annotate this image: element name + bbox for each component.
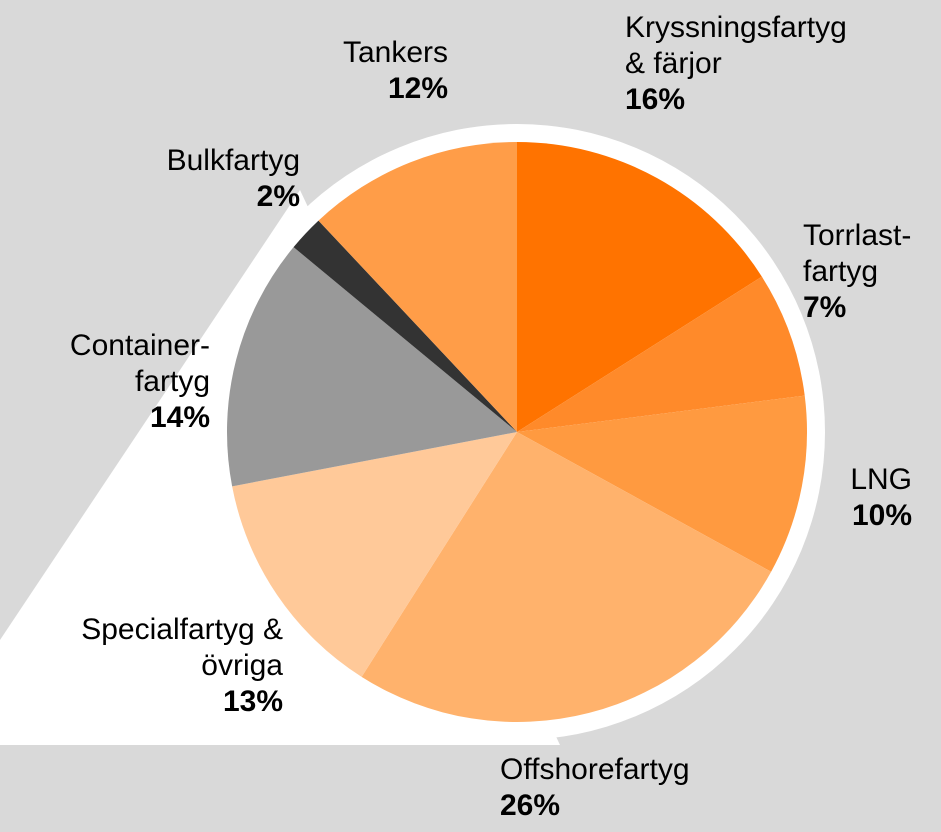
slice-name: Specialfartyg & övriga	[81, 613, 283, 682]
slice-label: Torrlast- fartyg 7%	[803, 218, 911, 326]
pie-slice	[293, 220, 517, 432]
slice-label: LNG 10%	[850, 462, 912, 534]
slice-label: Bulkfartyg 2%	[167, 143, 300, 215]
slice-name: Tankers	[342, 36, 448, 69]
slice-label: Tankers 12%	[343, 35, 448, 107]
pie-slice	[361, 432, 772, 723]
pie-slice	[517, 395, 807, 572]
pie-slice	[227, 247, 518, 487]
slice-name: Torrlast- fartyg	[803, 219, 912, 288]
slice-name: Bulkfartyg	[166, 144, 300, 177]
slice-value: 14%	[149, 401, 210, 434]
slice-value: 12%	[387, 72, 448, 105]
slice-label: Container- fartyg 14%	[70, 328, 210, 436]
slice-label: Specialfartyg & övriga 13%	[81, 612, 283, 720]
pie-slice	[318, 142, 517, 432]
pie-slice	[517, 142, 762, 432]
slice-value: 13%	[222, 685, 283, 718]
slice-value: 26%	[500, 789, 561, 822]
slice-name: Kryssningsfartyg & färjor	[625, 11, 847, 80]
slice-label: Kryssningsfartyg & färjor 16%	[625, 10, 847, 118]
pie-slice	[517, 276, 805, 432]
slice-value: 7%	[803, 291, 847, 324]
slice-value: 10%	[851, 499, 912, 532]
slice-name: Container- fartyg	[69, 329, 210, 398]
slice-label: Offshorefartyg 26%	[500, 752, 690, 824]
slice-name: Offshorefartyg	[500, 753, 690, 786]
slice-name: LNG	[850, 463, 912, 496]
slice-value: 16%	[625, 83, 686, 116]
slice-value: 2%	[256, 180, 300, 213]
pie-slice	[232, 432, 517, 677]
